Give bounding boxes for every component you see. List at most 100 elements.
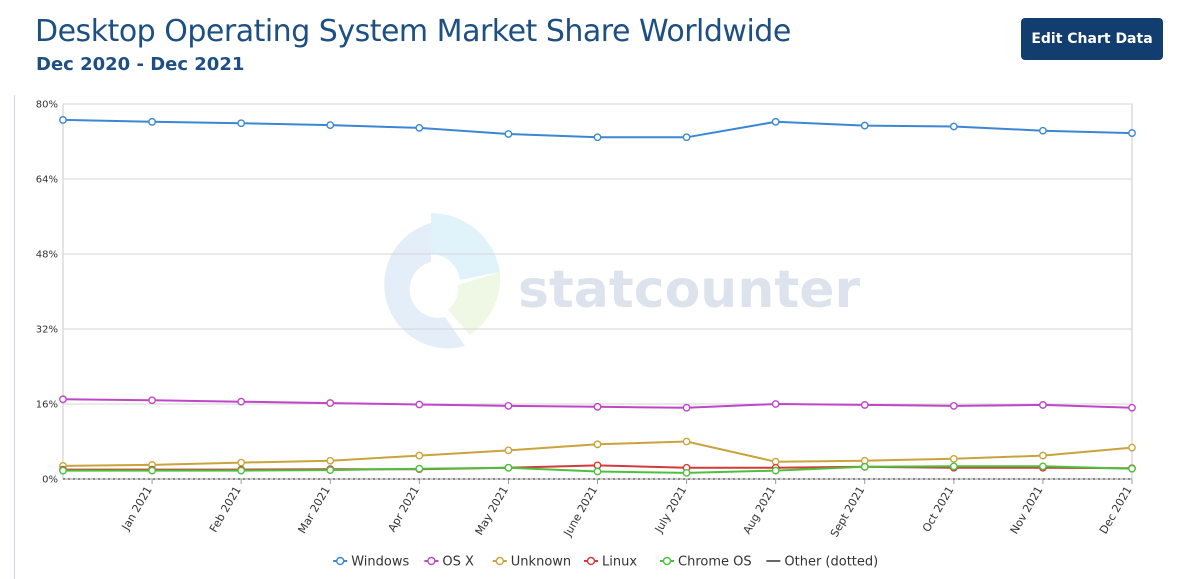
data-point[interactable] [504, 401, 513, 410]
data-point[interactable] [237, 397, 246, 406]
legend-label: Linux [602, 555, 637, 570]
data-point[interactable] [949, 122, 958, 131]
y-tick-label: 80% [36, 100, 58, 111]
y-tick-label: 64% [36, 175, 58, 186]
legend-marker [662, 556, 672, 566]
data-point[interactable] [1039, 462, 1047, 471]
data-point[interactable] [593, 133, 602, 142]
data-point[interactable] [237, 458, 246, 467]
x-tick-label: June 2021 [561, 484, 600, 539]
legend-marker [586, 556, 596, 566]
x-axis: Jan 2021 Feb 2021 Mar 2021 Apr 2021 May 2021… [63, 478, 1135, 539]
data-point[interactable] [682, 469, 691, 477]
x-tick-label: Oct 2021 [920, 484, 957, 534]
legend-item[interactable]: Windows [333, 555, 409, 570]
y-tick-label: 16% [36, 400, 58, 411]
legend-label: Chrome OS [678, 555, 752, 570]
data-point[interactable] [1128, 443, 1136, 452]
data-point[interactable] [1039, 401, 1047, 409]
y-tick-label: 0% [42, 475, 58, 486]
data-point[interactable] [415, 464, 424, 473]
edit-chart-data-button[interactable]: Edit Chart Data [1021, 18, 1163, 60]
data-point[interactable] [860, 462, 869, 471]
x-tick-label: Dec 2021 [1097, 484, 1135, 536]
data-point[interactable] [504, 130, 513, 138]
data-point[interactable] [326, 399, 335, 407]
data-point[interactable] [59, 466, 67, 475]
data-point[interactable] [59, 116, 67, 124]
x-tick-label: Nov 2021 [1008, 484, 1046, 536]
statcounter-watermark: statcounter [384, 213, 860, 349]
legend-label: Unknown [511, 555, 571, 570]
series-os-x [59, 395, 1136, 412]
data-point[interactable] [682, 133, 691, 142]
x-tick-label: Feb 2021 [207, 484, 244, 535]
legend-label: OS X [442, 555, 474, 570]
data-point[interactable] [1128, 129, 1136, 137]
data-point[interactable] [326, 121, 335, 129]
series-windows [59, 116, 1136, 142]
data-point[interactable] [771, 400, 780, 408]
y-tick-label: 48% [36, 250, 58, 261]
x-tick-label: May 2021 [473, 484, 511, 537]
data-point[interactable] [593, 402, 602, 411]
legend-marker [427, 556, 436, 566]
legend-marker [336, 556, 345, 566]
data-point[interactable] [949, 462, 958, 471]
legend-item[interactable]: Unknown [492, 555, 571, 570]
data-point[interactable] [771, 466, 780, 475]
data-point[interactable] [504, 463, 513, 472]
chart-legend: Windows OS X Unknown Linux Chrome OS Other (d… [333, 555, 878, 570]
page-subtitle: Dec 2020 - Dec 2021 [36, 54, 245, 75]
legend-label: Windows [351, 555, 409, 570]
x-tick-label: Sept 2021 [828, 484, 868, 539]
data-point[interactable] [949, 401, 958, 410]
data-point[interactable] [415, 451, 424, 460]
x-tick-label: Aug 2021 [741, 484, 779, 536]
data-point[interactable] [860, 401, 869, 409]
data-point[interactable] [1128, 403, 1136, 412]
data-point[interactable] [860, 121, 869, 130]
data-point[interactable] [1039, 451, 1047, 460]
data-point[interactable] [593, 440, 602, 449]
left-divider [14, 95, 15, 579]
x-tick-label: Jan 2021 [119, 484, 155, 533]
data-point[interactable] [148, 117, 156, 126]
data-point[interactable] [326, 466, 335, 474]
data-point[interactable] [415, 124, 424, 132]
chart-series [59, 116, 1136, 480]
series-chrome-os [59, 462, 1136, 477]
data-point[interactable] [237, 119, 246, 128]
legend-item[interactable]: Linux [584, 555, 637, 570]
data-point[interactable] [148, 396, 156, 405]
data-point[interactable] [415, 400, 424, 409]
legend-label: Other (dotted) [784, 555, 878, 570]
legend-item[interactable]: Chrome OS [660, 555, 752, 570]
data-point[interactable] [1128, 464, 1136, 473]
x-tick-label: July 2021 [652, 484, 689, 536]
data-point[interactable] [682, 403, 691, 412]
data-point[interactable] [237, 466, 246, 475]
watermark-text: statcounter [518, 260, 860, 320]
data-point[interactable] [326, 456, 335, 465]
y-tick-label: 32% [36, 325, 58, 336]
data-point[interactable] [593, 467, 602, 476]
data-point[interactable] [771, 117, 780, 126]
series-unknown [59, 437, 1136, 470]
data-point[interactable] [504, 446, 513, 455]
legend-item[interactable]: OS X [424, 555, 474, 570]
watermark-logo-segment [431, 213, 500, 280]
legend-item[interactable]: Other (dotted) [766, 555, 878, 570]
data-point[interactable] [148, 466, 156, 475]
page-title: Desktop Operating System Market Share Wo… [35, 14, 791, 49]
legend-marker [495, 556, 504, 566]
x-tick-label: Apr 2021 [385, 484, 422, 534]
watermark-logo-segment [448, 272, 501, 335]
data-point[interactable] [682, 437, 691, 446]
data-point[interactable] [949, 454, 958, 463]
y-axis: 0% 16% 32% 48% 64% 80% [36, 100, 58, 486]
data-point[interactable] [1039, 126, 1047, 135]
x-tick-label: Mar 2021 [295, 484, 332, 536]
data-point[interactable] [59, 395, 67, 404]
